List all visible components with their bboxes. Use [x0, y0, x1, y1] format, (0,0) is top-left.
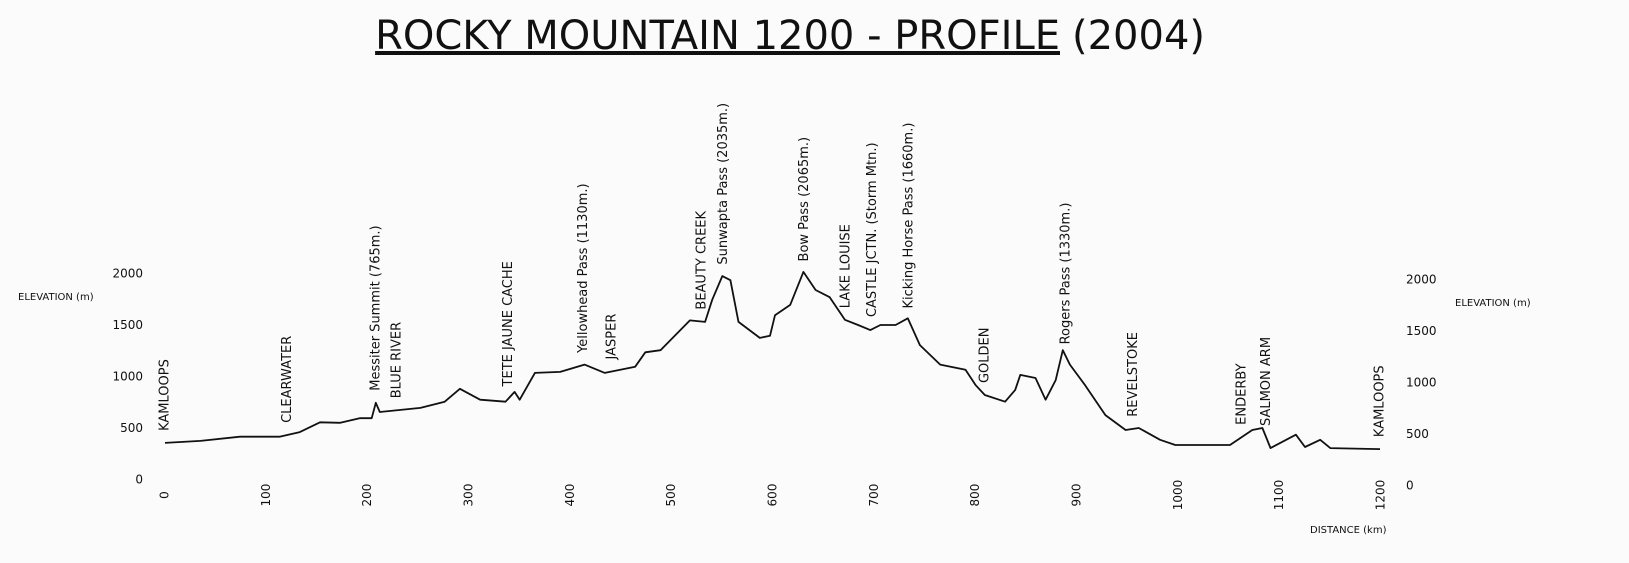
- place-label: SALMON ARM: [1259, 337, 1274, 426]
- place-label: ENDERBY: [1235, 363, 1250, 424]
- y2-axis-label: ELEVATION (m): [1455, 298, 1531, 309]
- x-tick-label: 700: [867, 484, 881, 507]
- y2-tick-label: 500: [1406, 427, 1429, 441]
- y-axis-label: ELEVATION (m): [18, 292, 94, 303]
- x-tick-label: 900: [1070, 484, 1084, 507]
- place-label: Messiter Summit (765m.): [368, 225, 383, 390]
- x-tick-label: 1100: [1272, 480, 1286, 511]
- x-tick-label: 600: [766, 484, 780, 507]
- place-label: TETE JAUNE CACHE: [501, 261, 516, 387]
- y-tick-label: 1000: [112, 370, 143, 384]
- place-label: REVELSTOKE: [1126, 332, 1141, 417]
- profile-line: [164, 271, 1381, 450]
- place-label: GOLDEN: [977, 328, 992, 383]
- place-label: KAMLOOPS: [1372, 365, 1387, 437]
- y2-tick-label: 1000: [1406, 376, 1437, 390]
- x-tick-label: 200: [360, 484, 374, 507]
- place-label: KAMLOOPS: [158, 359, 173, 431]
- x-tick-label: 0: [158, 491, 172, 499]
- x-tick-label: 100: [259, 484, 273, 507]
- place-label: Rogers Pass (1330m.): [1058, 203, 1073, 345]
- place-label: BEAUTY CREEK: [695, 210, 710, 309]
- y-tick-label: 1500: [112, 318, 143, 332]
- y-tick-label: 2000: [112, 267, 143, 281]
- y-tick-label: 500: [120, 421, 143, 435]
- place-label: CASTLE JCTN. (Storm Mtn.): [865, 142, 880, 317]
- y2-tick-label: 1500: [1406, 324, 1437, 338]
- chart-subtitle: (2004): [1072, 13, 1205, 59]
- x-tick-label: 500: [664, 484, 678, 507]
- place-label: CLEARWATER: [280, 336, 295, 423]
- place-label: Kicking Horse Pass (1660m.): [901, 123, 916, 309]
- place-label: LAKE LOUISE: [838, 224, 853, 308]
- y-tick-label: 0: [135, 473, 143, 487]
- chart-title: ROCKY MOUNTAIN 1200 - PROFILE: [375, 13, 1060, 59]
- x-tick-label: 1200: [1374, 480, 1388, 511]
- x-tick-label: 300: [462, 484, 476, 507]
- place-label: Yellowhead Pass (1130m.): [576, 183, 591, 354]
- place-label: Bow Pass (2065m.): [797, 137, 812, 262]
- place-label: BLUE RIVER: [390, 322, 405, 398]
- x-axis-label: DISTANCE (km): [1310, 525, 1387, 536]
- y2-tick-label: 0: [1406, 479, 1414, 493]
- y2-tick-label: 2000: [1406, 273, 1437, 287]
- x-tick-label: 1000: [1171, 480, 1185, 511]
- place-label: JASPER: [604, 314, 619, 361]
- x-tick-label: 800: [968, 484, 982, 507]
- x-tick-label: 400: [563, 484, 577, 507]
- place-label: Sunwapta Pass (2035m.): [716, 103, 731, 265]
